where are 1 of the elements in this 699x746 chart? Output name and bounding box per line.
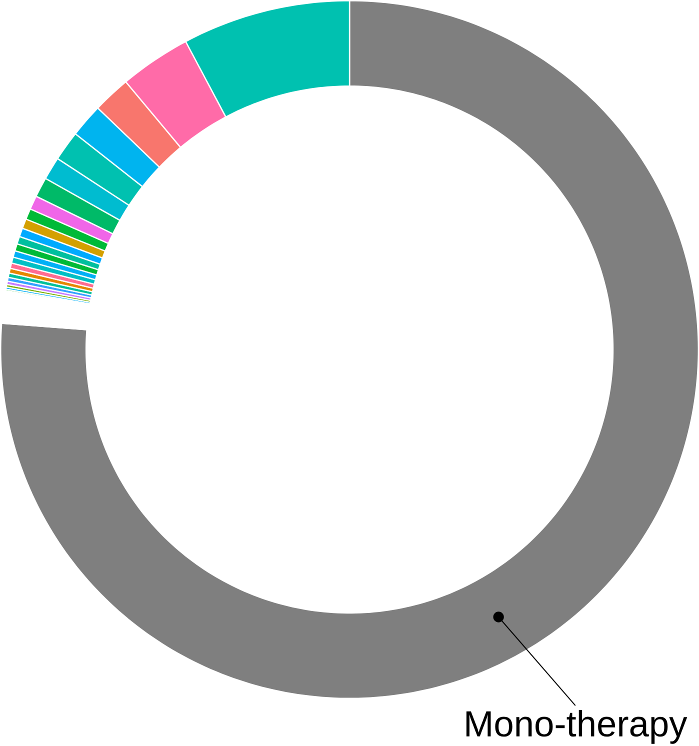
slice-label: Mono-therapy — [466, 710, 688, 744]
